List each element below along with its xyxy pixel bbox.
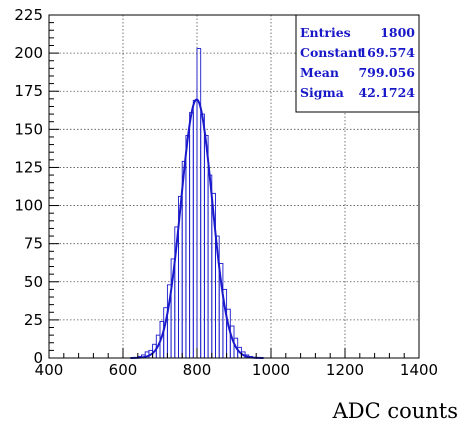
y-tick-label: 75 xyxy=(24,235,43,253)
stats-mean-label: Mean xyxy=(300,65,339,80)
x-tick-label: 400 xyxy=(35,361,64,379)
stats-entries-value: 1800 xyxy=(380,25,415,40)
y-tick-label: 0 xyxy=(33,349,43,367)
x-tick-label: 800 xyxy=(183,361,212,379)
histogram-layer xyxy=(123,48,271,359)
y-tick-label: 100 xyxy=(14,197,43,215)
stats-box-frame xyxy=(295,14,420,113)
histogram-bin xyxy=(207,174,213,359)
x-tick-label: 1400 xyxy=(400,361,438,379)
y-tick-label: 125 xyxy=(14,158,43,176)
y-tick-label: 25 xyxy=(24,311,43,329)
y-tick-labels: 0 25 50 75 100 125 150 175 200 225 xyxy=(14,6,43,367)
histogram-bin xyxy=(200,113,205,359)
x-tick-labels: 400 600 800 1000 1200 1400 xyxy=(35,361,438,379)
histogram-bin xyxy=(192,99,198,359)
y-tick-label: 150 xyxy=(14,120,43,138)
stats-sigma-label: Sigma xyxy=(300,85,344,100)
stats-mean-value: 799.056 xyxy=(358,65,415,80)
y-tick-label: 225 xyxy=(14,6,43,24)
y-tick-label: 200 xyxy=(14,44,43,62)
x-axis-title: ADC counts xyxy=(332,399,458,423)
stats-constant-value: 169.574 xyxy=(358,45,415,60)
histogram-bin xyxy=(196,48,202,359)
plot-frame xyxy=(48,14,420,359)
x-tick-label: 1000 xyxy=(252,361,290,379)
histogram-bin xyxy=(203,134,209,359)
x-tick-label: 1200 xyxy=(326,361,364,379)
stats-box: Entries 1800 Constant 169.574 Mean 799.0… xyxy=(295,14,420,113)
histogram-bin xyxy=(189,112,194,359)
x-tick-label: 600 xyxy=(109,361,138,379)
stats-sigma-value: 42.1724 xyxy=(358,85,415,100)
stats-entries-label: Entries xyxy=(300,25,351,40)
y-tick-label: 175 xyxy=(14,82,43,100)
histogram-bin xyxy=(185,134,191,359)
y-tick-label: 50 xyxy=(24,273,43,291)
ticks-layer xyxy=(48,14,420,359)
stats-constant-label: Constant xyxy=(300,45,363,60)
